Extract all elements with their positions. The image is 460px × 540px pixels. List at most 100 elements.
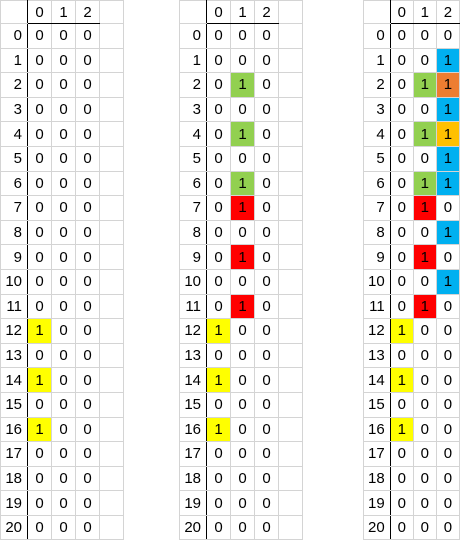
cell[interactable]: 0 — [412, 318, 437, 344]
cell[interactable]: 0 — [206, 465, 231, 492]
empty-cell[interactable] — [278, 145, 303, 172]
cell[interactable]: 0 — [254, 121, 279, 147]
cell[interactable]: 1 — [230, 121, 255, 147]
cell[interactable]: 0 — [435, 391, 460, 418]
empty-cell[interactable] — [99, 72, 124, 98]
cell[interactable]: 0 — [254, 23, 279, 49]
cell[interactable]: 0 — [435, 514, 460, 540]
cell[interactable]: 0 — [389, 514, 414, 540]
column-header-1[interactable]: 1 — [230, 0, 255, 24]
cell[interactable]: 0 — [412, 219, 437, 246]
column-header-0[interactable]: 0 — [206, 0, 231, 24]
cell[interactable]: 0 — [75, 244, 100, 270]
empty-cell[interactable] — [99, 465, 124, 492]
column-header-1[interactable]: 1 — [51, 0, 76, 24]
cell[interactable]: 0 — [254, 391, 279, 418]
cell[interactable]: 0 — [389, 145, 414, 172]
cell[interactable]: 0 — [75, 391, 100, 418]
cell[interactable]: 0 — [51, 490, 76, 516]
cell[interactable]: 0 — [412, 490, 437, 516]
cell[interactable]: 1 — [435, 219, 460, 246]
row-header[interactable]: 1 — [363, 47, 391, 74]
corner-cell[interactable] — [179, 0, 207, 24]
cell[interactable]: 0 — [435, 318, 460, 344]
empty-cell[interactable] — [278, 465, 303, 492]
cell[interactable]: 0 — [27, 490, 52, 516]
row-header[interactable]: 11 — [179, 293, 207, 320]
cell[interactable]: 0 — [230, 268, 255, 295]
cell[interactable]: 0 — [27, 23, 52, 49]
row-header[interactable]: 1 — [179, 47, 207, 74]
row-header[interactable]: 6 — [0, 170, 28, 197]
row-header[interactable]: 14 — [0, 367, 28, 393]
cell[interactable]: 0 — [230, 47, 255, 74]
empty-cell[interactable] — [278, 441, 303, 467]
cell[interactable]: 0 — [51, 268, 76, 295]
cell[interactable]: 0 — [27, 145, 52, 172]
cell[interactable]: 0 — [27, 96, 52, 123]
row-header[interactable]: 5 — [179, 145, 207, 172]
cell[interactable]: 0 — [75, 416, 100, 443]
row-header[interactable]: 6 — [179, 170, 207, 197]
cell[interactable]: 0 — [27, 47, 52, 74]
row-header[interactable]: 15 — [363, 391, 391, 418]
cell[interactable]: 0 — [206, 47, 231, 74]
empty-cell[interactable] — [99, 23, 124, 49]
cell[interactable]: 0 — [412, 96, 437, 123]
cell[interactable]: 0 — [75, 170, 100, 197]
cell[interactable]: 0 — [27, 441, 52, 467]
cell[interactable]: 0 — [412, 465, 437, 492]
cell[interactable]: 1 — [206, 318, 231, 344]
empty-cell[interactable] — [278, 219, 303, 246]
cell[interactable]: 0 — [27, 121, 52, 147]
row-header[interactable]: 8 — [179, 219, 207, 246]
cell[interactable]: 1 — [389, 416, 414, 443]
cell[interactable]: 1 — [412, 121, 437, 147]
empty-cell[interactable] — [99, 367, 124, 393]
cell[interactable]: 0 — [51, 465, 76, 492]
cell[interactable]: 0 — [27, 219, 52, 246]
cell[interactable]: 0 — [27, 195, 52, 221]
cell[interactable]: 0 — [206, 244, 231, 270]
cell[interactable]: 0 — [75, 465, 100, 492]
row-header[interactable]: 17 — [0, 441, 28, 467]
cell[interactable]: 0 — [75, 72, 100, 98]
cell[interactable]: 0 — [51, 121, 76, 147]
cell[interactable]: 0 — [51, 441, 76, 467]
cell[interactable]: 0 — [254, 465, 279, 492]
column-header-0[interactable]: 0 — [27, 0, 52, 24]
empty-cell[interactable] — [99, 244, 124, 270]
empty-cell[interactable] — [99, 170, 124, 197]
cell[interactable]: 0 — [230, 342, 255, 369]
cell[interactable]: 0 — [389, 219, 414, 246]
row-header[interactable]: 9 — [363, 244, 391, 270]
row-header[interactable]: 4 — [179, 121, 207, 147]
cell[interactable]: 0 — [435, 244, 460, 270]
row-header[interactable]: 3 — [363, 96, 391, 123]
cell[interactable]: 0 — [389, 293, 414, 320]
cell[interactable]: 0 — [27, 244, 52, 270]
cell[interactable]: 0 — [27, 342, 52, 369]
cell[interactable]: 0 — [435, 195, 460, 221]
row-header[interactable]: 19 — [363, 490, 391, 516]
row-header[interactable]: 19 — [179, 490, 207, 516]
empty-cell[interactable] — [99, 441, 124, 467]
cell[interactable]: 0 — [75, 195, 100, 221]
cell[interactable]: 0 — [206, 121, 231, 147]
cell[interactable]: 0 — [75, 47, 100, 74]
cell[interactable]: 0 — [27, 293, 52, 320]
column-header-1[interactable]: 1 — [412, 0, 437, 24]
cell[interactable]: 1 — [412, 244, 437, 270]
row-header[interactable]: 13 — [0, 342, 28, 369]
empty-cell[interactable] — [99, 293, 124, 320]
cell[interactable]: 0 — [51, 342, 76, 369]
cell[interactable]: 0 — [389, 441, 414, 467]
cell[interactable]: 0 — [254, 293, 279, 320]
cell[interactable]: 0 — [51, 244, 76, 270]
empty-cell[interactable] — [278, 318, 303, 344]
cell[interactable]: 0 — [389, 23, 414, 49]
empty-cell[interactable] — [278, 367, 303, 393]
row-header[interactable]: 9 — [179, 244, 207, 270]
cell[interactable]: 0 — [230, 96, 255, 123]
column-header-2[interactable]: 2 — [435, 0, 460, 24]
